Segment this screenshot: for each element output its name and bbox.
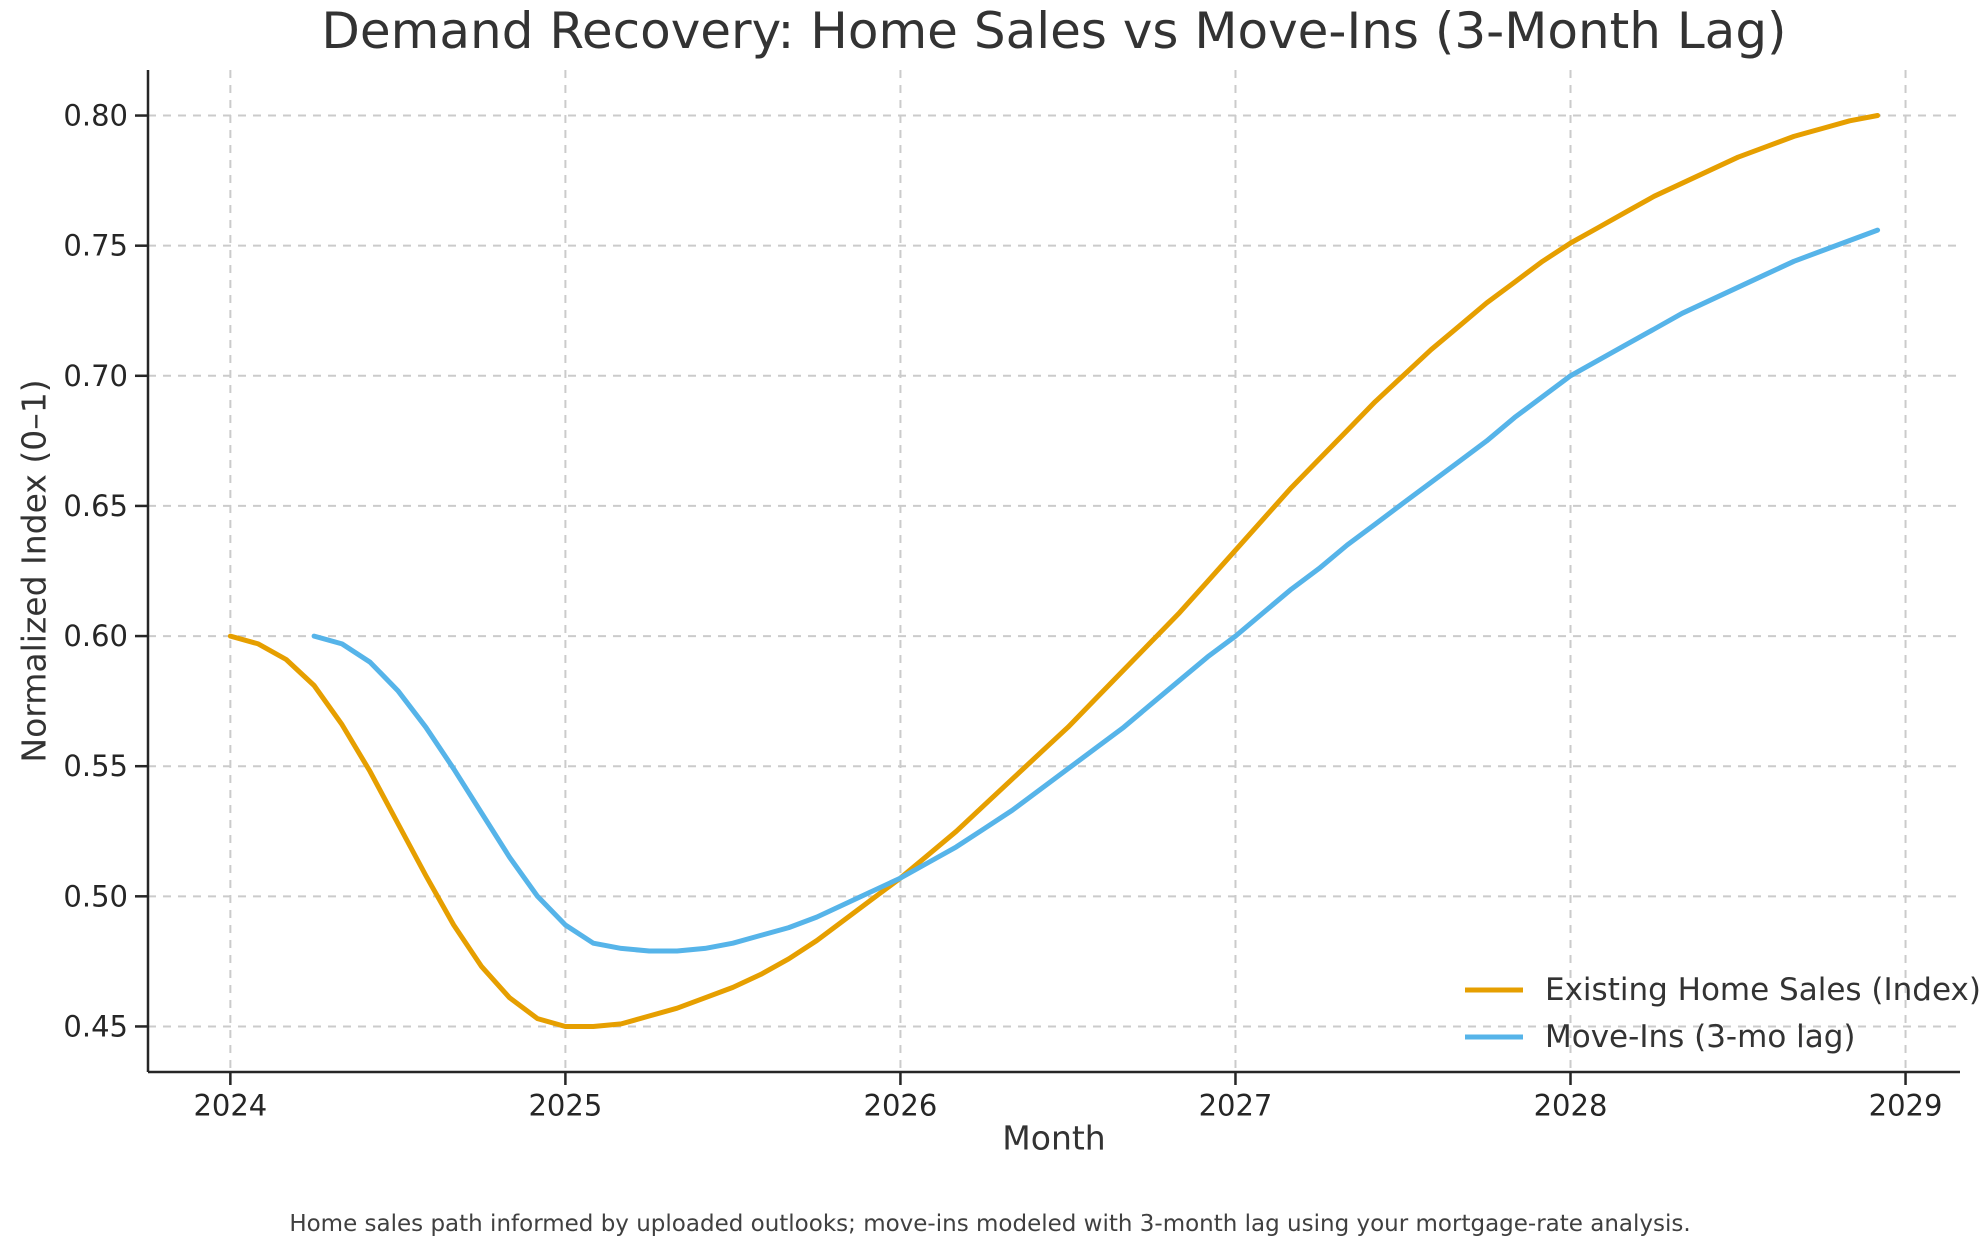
figure-caption: Home sales path informed by uploaded out… [289, 1211, 1690, 1237]
y-tick-label: 0.55 [63, 749, 128, 783]
legend-label: Existing Home Sales (Index) [1545, 972, 1979, 1008]
y-tick-label: 0.80 [63, 99, 128, 133]
x-tick-label: 2028 [1534, 1089, 1608, 1123]
y-tick-label: 0.75 [63, 229, 128, 263]
gridlines-layer [148, 70, 1960, 1072]
x-tick-label: 2027 [1199, 1089, 1273, 1123]
legend-label: Move-Ins (3-mo lag) [1545, 1019, 1856, 1055]
x-tick-label: 2025 [528, 1089, 602, 1123]
y-tick-label: 0.45 [63, 1009, 128, 1043]
y-axis-label: Normalized Index (0–1) [15, 379, 54, 762]
y-tick-label: 0.50 [63, 879, 128, 913]
legend: Existing Home Sales (Index) Move-Ins (3-m… [1465, 972, 1979, 1055]
y-tick-label: 0.60 [63, 619, 128, 653]
y-tick-label: 0.70 [63, 359, 128, 393]
x-tick-label: 2029 [1869, 1089, 1943, 1123]
x-tick-label: 2024 [193, 1089, 267, 1123]
x-axis-label: Month [1002, 1119, 1105, 1158]
y-tick-label: 0.65 [63, 489, 128, 523]
series-layer [227, 113, 1881, 1029]
axes-spines-layer [146, 70, 1960, 1074]
chart-title: Demand Recovery: Home Sales vs Move-Ins … [321, 2, 1786, 60]
series-line-existing-home-sales-index [227, 113, 1881, 1029]
series-line-move-ins-3-mo-lag [311, 227, 1881, 954]
x-tick-label: 2026 [864, 1089, 938, 1123]
ticks-layer: 2024 2025 2026 2027 2028 2029 0.45 0.50 0.55 0.60… [63, 99, 1942, 1123]
